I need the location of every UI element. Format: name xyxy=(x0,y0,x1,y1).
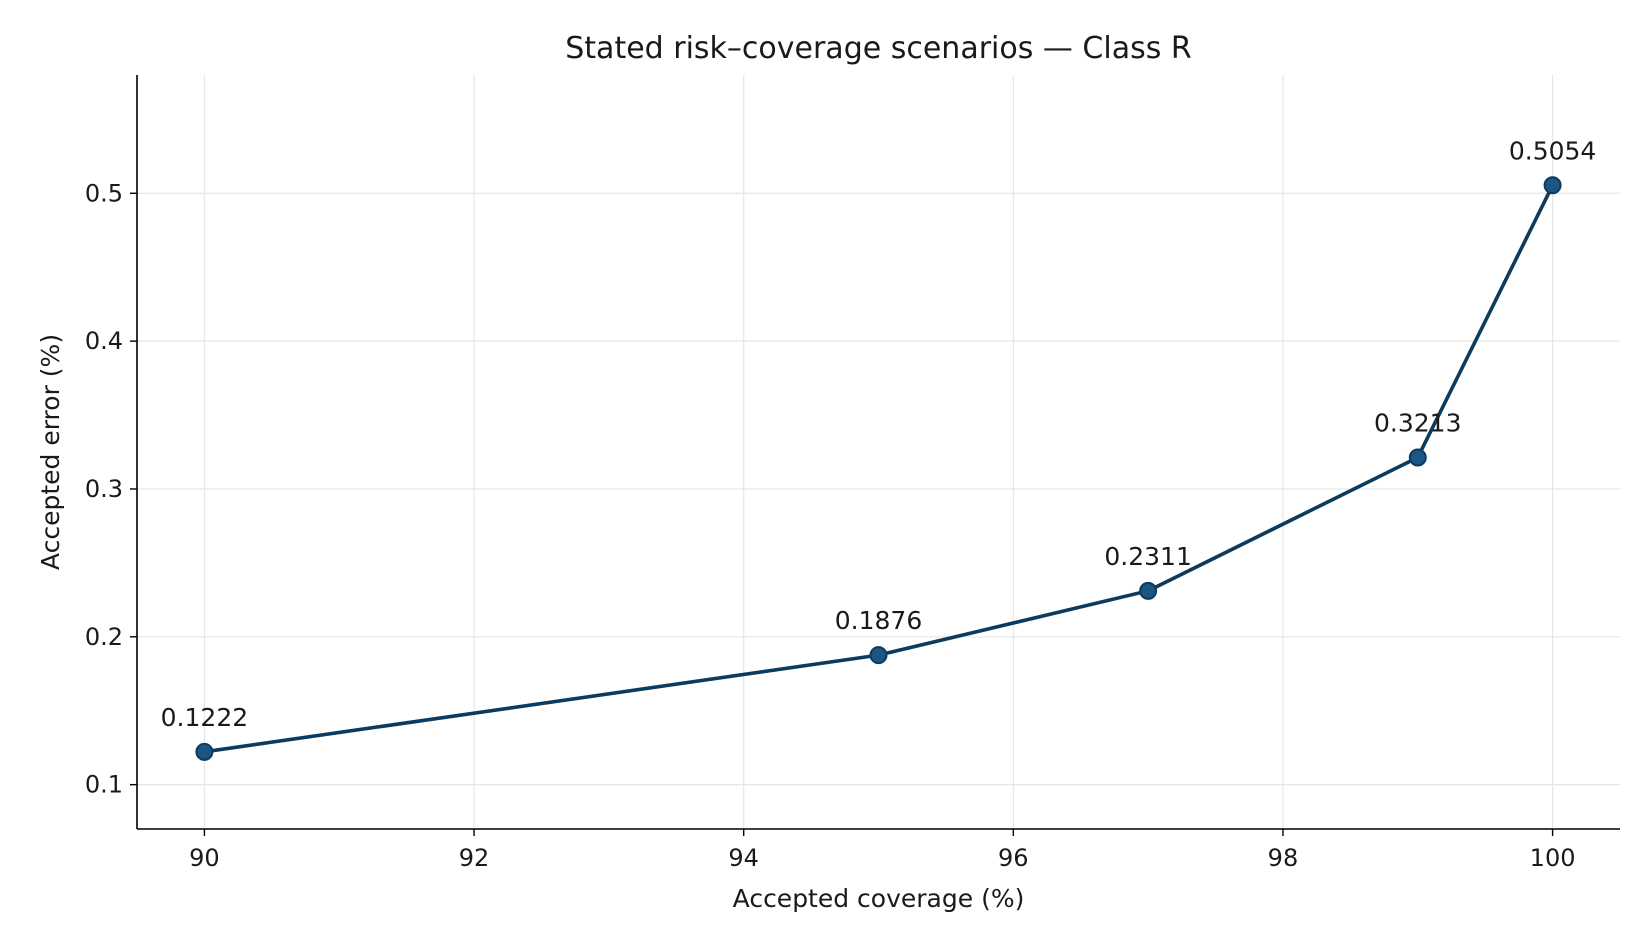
data-point xyxy=(195,742,214,761)
y-ticks: 0.1 0.2 0.3 0.4 0.5 xyxy=(85,179,137,799)
data-point xyxy=(869,646,888,665)
data-label: 0.1222 xyxy=(161,703,248,732)
data-label: 0.3213 xyxy=(1374,408,1461,437)
data-point xyxy=(1139,581,1158,600)
y-tick-label: 0.3 xyxy=(85,475,123,503)
data-label: 0.2311 xyxy=(1104,542,1191,571)
data-label: 0.1876 xyxy=(835,606,922,635)
y-tick-label: 0.2 xyxy=(85,623,123,651)
y-tick-label: 0.1 xyxy=(85,771,123,799)
x-ticks: 90 92 94 96 98 100 xyxy=(189,829,1575,872)
x-tick-label: 94 xyxy=(728,844,759,872)
axes xyxy=(136,75,1620,830)
point-labels: 0.1222 0.1876 0.2311 0.3213 0.5054 xyxy=(161,136,1597,732)
x-tick-label: 98 xyxy=(1268,844,1299,872)
x-tick-label: 90 xyxy=(189,844,220,872)
data-point xyxy=(1408,448,1427,467)
data-label: 0.5054 xyxy=(1509,136,1596,165)
data-point xyxy=(1543,176,1562,195)
grid xyxy=(137,75,1620,829)
x-tick-label: 92 xyxy=(459,844,490,872)
y-tick-label: 0.5 xyxy=(85,179,123,207)
y-tick-label: 0.4 xyxy=(85,327,123,355)
x-tick-label: 96 xyxy=(998,844,1029,872)
y-axis-label: Accepted error (%) xyxy=(36,334,65,570)
x-tick-label: 100 xyxy=(1530,844,1576,872)
chart-title: Stated risk–coverage scenarios — Class R xyxy=(565,31,1191,66)
series xyxy=(195,176,1562,761)
x-axis-label: Accepted coverage (%) xyxy=(733,884,1025,913)
series-line xyxy=(202,183,1555,754)
